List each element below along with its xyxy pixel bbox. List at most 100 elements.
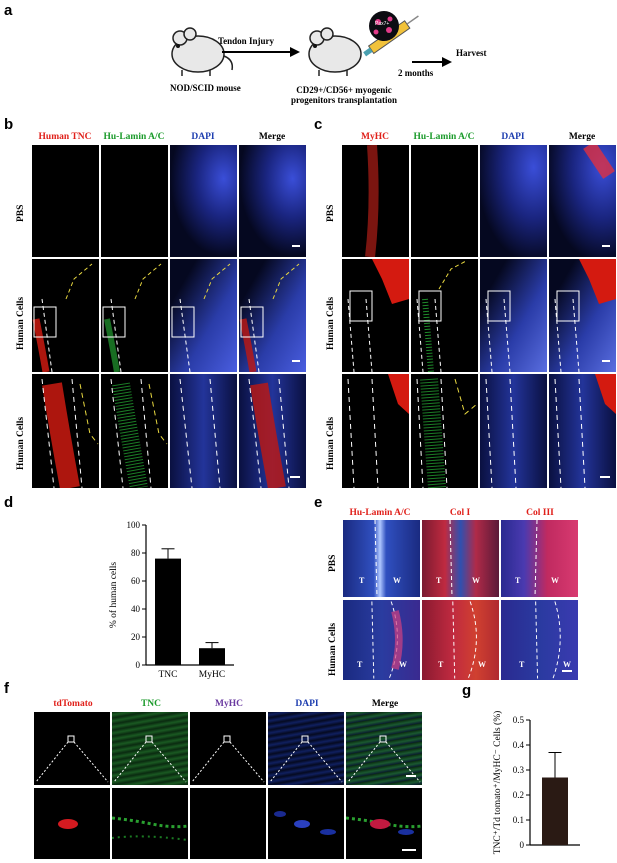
panel-b-header-merge: Merge	[258, 132, 286, 142]
panel-f-header-tnc: TNC	[140, 699, 162, 709]
panel-f-header-tdtomato: tdTomato	[53, 699, 93, 709]
harvest-label: Harvest	[456, 48, 487, 58]
micrograph-tile	[239, 374, 306, 488]
y-tick-label: 0.4	[513, 740, 525, 750]
panel-c-header-lamin: Hu-Lamin A/C	[413, 132, 475, 142]
micrograph-tile	[170, 259, 237, 372]
y-tick-label: 0.5	[513, 715, 525, 725]
micrograph-tile	[342, 145, 409, 257]
mouse-strain-label: NOD/SCID mouse	[170, 83, 241, 93]
micrograph-tile	[411, 259, 478, 372]
micrograph-tile	[112, 788, 188, 859]
panel-b-header-lamin: Hu-Lamin A/C	[103, 132, 165, 142]
panel-e-row-pbs: PBS	[328, 554, 338, 572]
y-tick-label: 0.1	[513, 815, 524, 825]
bar	[199, 648, 225, 665]
cell-dish-icon	[369, 11, 399, 41]
x-tick-label: TNC	[159, 670, 178, 680]
micrograph-tile	[170, 374, 237, 488]
micrograph-tile	[342, 259, 409, 372]
panel-label-g: g	[462, 682, 472, 699]
micrograph-tile	[549, 145, 616, 257]
mouse-icon	[171, 27, 234, 76]
panel-d-bar-chart: 0 20 40 60 80 100 TNC MyHC % of human cells	[108, 520, 234, 680]
panel-f-header-merge: Merge	[371, 699, 399, 709]
micrograph-tile	[346, 788, 422, 859]
micrograph-tile: T W	[343, 520, 420, 597]
x-tick-label: MyHC	[199, 670, 225, 680]
panel-b-row-human2: Human Cells	[16, 416, 26, 470]
tendon-label: T	[438, 660, 444, 669]
panel-f-header-myhc: MyHC	[215, 699, 243, 709]
injury-label: Tendon Injury	[218, 36, 274, 46]
tendon-label: T	[436, 576, 442, 585]
wound-label: W	[393, 576, 401, 585]
bar	[155, 558, 181, 665]
micrograph-tile	[346, 712, 422, 785]
wound-label: W	[472, 576, 480, 585]
bar	[542, 777, 568, 845]
micrograph-tile: T W	[422, 520, 499, 597]
micrograph-tile	[268, 788, 344, 859]
wound-label: W	[478, 660, 486, 669]
panel-a-schematic	[171, 11, 452, 76]
panel-label-f: f	[4, 680, 9, 697]
micrograph-tile	[342, 374, 409, 488]
micrograph-tile	[101, 374, 168, 488]
panel-e-header-col1: Col I	[449, 508, 471, 518]
micrograph-tile	[549, 374, 616, 488]
y-tick-label: 0.2	[513, 790, 524, 800]
panel-e-row-human: Human Cells	[328, 622, 338, 676]
micrograph-tile: T W	[422, 600, 499, 680]
panel-b-header-dapi: DAPI	[191, 132, 215, 142]
dish-label: Pax7+	[375, 21, 390, 27]
y-axis-label: TNC⁺/Td tomato⁺/MyHC⁻ Cells (%)	[492, 711, 503, 855]
micrograph-tile	[32, 145, 99, 257]
micrograph-tile	[549, 259, 616, 372]
y-tick-label: 0.3	[513, 765, 525, 775]
micrograph-tile	[101, 259, 168, 372]
micrograph-tile	[411, 374, 478, 488]
micrograph-tile	[170, 145, 237, 257]
panel-b-row-human1: Human Cells	[16, 296, 26, 350]
micrograph-tile: T W	[501, 600, 578, 680]
tendon-label: T	[357, 660, 363, 669]
y-tick-label: 0	[520, 840, 525, 850]
panel-g-bar-chart: 0 0.1 0.2 0.3 0.4 0.5 TNC⁺/Td tomato⁺/MyHC⁻ Ce…	[492, 711, 580, 855]
micrograph-tile: T W	[343, 600, 420, 680]
y-tick-label: 80	[131, 548, 141, 558]
panel-c-row-human1: Human Cells	[326, 296, 336, 350]
panel-c-header-merge: Merge	[568, 132, 596, 142]
tendon-label: T	[359, 576, 365, 585]
y-tick-label: 60	[131, 576, 141, 586]
wound-label: W	[399, 660, 407, 669]
panel-c-header-dapi: DAPI	[501, 132, 525, 142]
cells-label-line2: progenitors transplantation	[290, 95, 398, 105]
panel-c-row-pbs: PBS	[326, 204, 336, 222]
tendon-label: T	[519, 660, 525, 669]
cells-label-line1: CD29+/CD56+ myogenic	[296, 85, 392, 95]
mouse-icon	[308, 27, 362, 76]
micrograph-tile	[112, 712, 188, 785]
micrograph-tile	[101, 145, 168, 257]
duration-label: 2 months	[398, 68, 434, 78]
y-tick-label: 40	[131, 604, 141, 614]
y-tick-label: 0	[136, 660, 141, 670]
panel-b-row-pbs: PBS	[16, 204, 26, 222]
wound-label: W	[563, 660, 571, 669]
micrograph-tile	[480, 374, 547, 488]
micrograph-tile	[32, 259, 99, 372]
micrograph-tile	[411, 145, 478, 257]
y-tick-label: 20	[131, 632, 141, 642]
micrograph-tile	[190, 712, 266, 785]
micrograph-tile	[480, 145, 547, 257]
micrograph-tile	[34, 788, 110, 859]
micrograph-tile	[239, 145, 306, 257]
panel-label-d: d	[4, 494, 14, 511]
panel-label-c: c	[314, 116, 323, 133]
panel-label-e: e	[314, 494, 323, 511]
micrograph-tile	[190, 788, 266, 859]
micrograph-tile	[32, 374, 99, 488]
panel-c-header-myhc: MyHC	[361, 132, 389, 142]
panel-label-a: a	[4, 2, 13, 19]
